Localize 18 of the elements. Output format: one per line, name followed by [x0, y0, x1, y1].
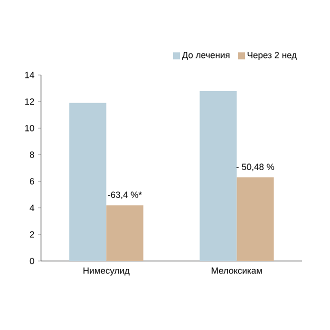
legend-label: До лечения: [182, 52, 230, 60]
y-tick-label: 2: [30, 231, 34, 238]
bar: [106, 205, 144, 261]
bar: [236, 177, 274, 261]
y-tick-label: 0: [30, 258, 34, 264]
bar: [69, 102, 106, 261]
y-tick-label: 14: [25, 72, 34, 78]
bar: [200, 90, 237, 261]
y-tick-label: 4: [30, 204, 34, 211]
x-tick-label: Нимесулид: [84, 268, 130, 276]
y-tick-label: 8: [30, 152, 34, 158]
y-tick-label: 6: [30, 178, 34, 184]
legend-label: Через 2 нед: [248, 52, 297, 60]
x-tick-label: Мелоксикам: [212, 268, 262, 274]
annotation: -63,4 %*: [108, 192, 142, 199]
y-tick-label: 12: [25, 98, 34, 105]
annotation: - 50,48 %: [236, 164, 274, 172]
y-tick-label: 10: [25, 124, 34, 132]
